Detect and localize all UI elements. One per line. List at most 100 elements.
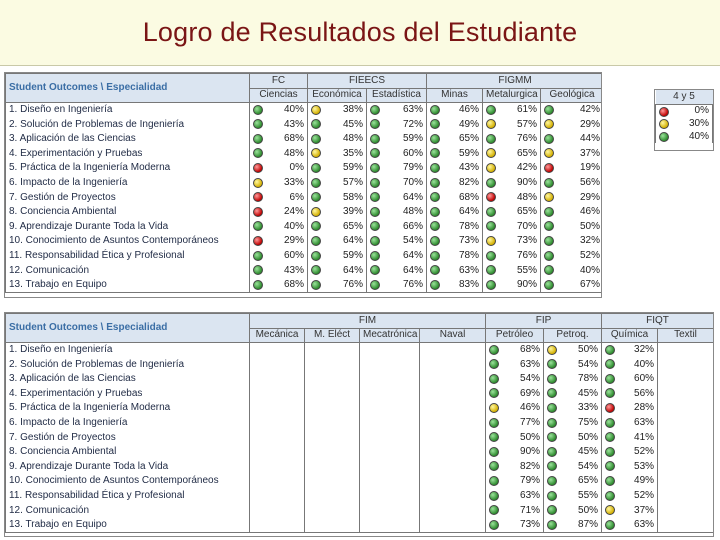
outcome-label: 4. Experimentación y Pruebas [5,386,250,402]
score-value: 40% [634,358,655,370]
status-dot-icon [430,133,440,144]
status-dot-icon [430,105,440,116]
empty-cell [657,386,713,402]
score-value: 50% [578,504,599,516]
status-dot-icon [311,192,321,203]
score-value: 43% [283,118,304,130]
score-cell: 65% [426,131,483,147]
status-dot-icon [486,163,496,174]
score-value: 90% [520,446,541,458]
score-cell: 37% [601,503,659,518]
score-cell: 78% [426,219,483,235]
score-cell: 68% [485,342,545,358]
score-cell: 30% [655,117,713,130]
score-value: 29% [580,191,601,203]
status-dot-icon [489,417,500,428]
empty-cell [657,401,713,416]
score-value: 73% [516,235,537,247]
score-cell: 76% [482,131,541,147]
outcome-label: 10. Conocimiento de Asuntos Contemporáne… [5,474,250,489]
status-dot-icon [430,119,440,130]
status-dot-icon [605,476,616,487]
score-cell: 46% [485,401,545,416]
status-dot-icon [547,359,558,370]
status-dot-icon [370,206,380,217]
score-value: 71% [520,504,541,516]
score-value: 68% [283,133,304,145]
score-cell: 70% [482,219,541,235]
status-dot-icon [430,250,440,261]
score-value: 46% [520,402,541,414]
table-row: 10. Conocimiento de Asuntos Contemporáne… [5,234,601,249]
score-value: 32% [634,344,655,356]
specialty-header: Petroq. [543,327,603,344]
status-dot-icon [544,206,554,217]
score-value: 33% [283,176,304,188]
specialty-header: Económica [307,87,367,104]
score-value: 0% [289,162,304,174]
status-dot-icon [547,505,558,516]
score-value: 59% [342,162,363,174]
outcome-label: 8. Conciencia Ambiental [5,444,250,460]
empty-cell [418,371,487,387]
legend-table: 4 y 5 0% 30% 40% [655,90,713,143]
table-row: 2. Solución de Problemas de Ingeniería 63… [5,357,713,372]
score-cell: 19% [539,161,601,176]
specialty-header: M. Eléct [304,327,360,344]
status-dot-icon [430,279,440,290]
status-dot-icon [370,119,380,130]
score-value: 54% [578,460,599,472]
status-dot-icon [311,105,321,116]
score-value: 76% [516,249,537,261]
score-cell: 48% [249,146,308,162]
score-value: 77% [520,416,541,428]
score-value: 28% [634,402,655,414]
table-row: 11. Responsabilidad Ética y Profesional 6… [5,488,713,504]
empty-cell [657,517,713,533]
score-value: 56% [634,387,655,399]
table-row: 6. Impacto de la Ingeniería 33% 57% 70% 82% 9… [5,175,601,191]
score-cell: 59% [307,248,367,264]
score-cell: 32% [601,342,659,358]
status-dot-icon [547,403,558,414]
status-dot-icon [659,106,669,117]
score-value: 87% [578,518,599,530]
empty-cell [657,488,713,504]
score-cell: 73% [485,517,545,533]
status-dot-icon [489,446,500,457]
status-dot-icon [311,236,321,247]
empty-cell [418,415,487,431]
table-row: 12. Comunicación 43% 64% 64% 63% 55% 40% [5,263,601,278]
empty-cell [418,474,487,489]
score-cell: 49% [601,474,659,489]
score-cell: 63% [485,488,545,504]
score-cell: 75% [543,415,603,431]
status-dot-icon [489,373,500,384]
table-row: 10. Conocimiento de Asuntos Contemporáne… [5,474,713,489]
status-dot-icon [489,461,500,472]
empty-cell [249,357,305,372]
specialty-header: Minas [426,87,483,104]
score-cell: 50% [485,430,545,445]
score-cell: 65% [482,146,541,162]
empty-cell [249,503,305,518]
empty-cell [304,386,360,402]
table-row: 11. Responsabilidad Ética y Profesional 6… [5,248,601,264]
empty-cell [249,401,305,416]
empty-cell [304,371,360,387]
empty-cell [304,488,360,504]
status-dot-icon [370,221,380,232]
score-value: 19% [580,162,601,174]
empty-cell [359,342,420,358]
status-dot-icon [547,345,558,356]
score-cell: 63% [366,102,427,118]
table-row: 3. Aplicación de las Ciencias 54% 78% 60% [5,371,713,387]
score-value: 29% [283,235,304,247]
score-value: 65% [578,475,599,487]
score-value: 50% [520,431,541,443]
score-value: 57% [516,118,537,130]
outcome-label: 8. Conciencia Ambiental [5,204,250,220]
status-dot-icon [370,163,380,174]
group-header-fim: FIM [248,313,487,329]
empty-cell [418,357,487,372]
